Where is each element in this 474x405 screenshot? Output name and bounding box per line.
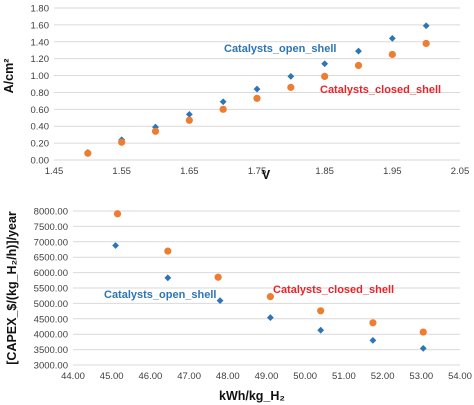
x-tick-label: 1.65 bbox=[180, 166, 199, 177]
open-shell-point bbox=[321, 60, 329, 68]
y-tick-label: 0.20 bbox=[31, 139, 50, 150]
closed-shell-point bbox=[185, 116, 193, 124]
x-tick-label: 44.00 bbox=[61, 371, 85, 382]
open-shell-point bbox=[422, 22, 430, 30]
y-tick-label: 7000.00 bbox=[34, 237, 68, 248]
x-tick-label: 48.00 bbox=[216, 371, 240, 382]
x-tick-label: 1.75 bbox=[248, 166, 267, 177]
y-tick-label: 0.80 bbox=[31, 88, 50, 99]
top-data-points bbox=[84, 22, 430, 157]
bottom-data-points bbox=[112, 210, 427, 352]
y-tick-label: 5500.00 bbox=[34, 284, 68, 295]
open-shell-point bbox=[388, 35, 396, 42]
closed-shell-point bbox=[118, 138, 126, 146]
bottom-y-axis-title: [CAPEX_$/(kg_H₂/h)]/year bbox=[5, 211, 19, 365]
y-tick-label: 6000.00 bbox=[34, 268, 68, 279]
closed-shell-point bbox=[422, 39, 430, 48]
open-shell-point bbox=[164, 274, 172, 282]
y-tick-label: 4500.00 bbox=[34, 314, 68, 325]
closed-shell-point bbox=[266, 293, 274, 301]
x-tick-label: 1.95 bbox=[383, 166, 402, 177]
y-tick-label: 8000.00 bbox=[34, 207, 68, 218]
closed-shell-point bbox=[321, 72, 329, 80]
open-shell-point bbox=[369, 336, 377, 344]
y-tick-label: 3000.00 bbox=[34, 361, 68, 372]
closed-shell-point bbox=[214, 273, 222, 281]
bottom-label-open-shell: Catalysts_open_shell bbox=[104, 289, 217, 301]
bottom-y-tick-labels: 3000.00 3500.00 4000.00 4500.00 5000.00 5500.… bbox=[34, 207, 68, 372]
open-shell-point bbox=[266, 314, 274, 321]
x-tick-label: 51.00 bbox=[332, 371, 356, 382]
x-tick-label: 45.00 bbox=[100, 371, 124, 382]
y-tick-label: 7500.00 bbox=[34, 222, 68, 233]
chart-capex-vs-energy: 3000.00 3500.00 4000.00 4500.00 5000.00 5500.… bbox=[5, 207, 472, 404]
x-tick-label: 53.00 bbox=[409, 371, 433, 382]
open-shell-point bbox=[112, 242, 119, 249]
open-shell-point bbox=[253, 85, 261, 93]
x-tick-label: 1.55 bbox=[112, 166, 131, 177]
y-tick-label: 0.00 bbox=[31, 156, 50, 167]
closed-shell-point bbox=[253, 94, 261, 102]
bottom-gridlines bbox=[73, 210, 460, 366]
y-tick-label: 1.40 bbox=[31, 37, 50, 48]
closed-shell-point bbox=[354, 61, 363, 70]
x-tick-label: 1.85 bbox=[315, 166, 334, 177]
x-tick-label: 1.45 bbox=[45, 166, 64, 177]
y-tick-label: 1.60 bbox=[31, 20, 50, 31]
closed-shell-point bbox=[151, 127, 160, 135]
closed-shell-point bbox=[388, 50, 396, 59]
open-shell-point bbox=[355, 47, 362, 55]
closed-shell-point bbox=[287, 83, 295, 91]
y-tick-label: 0.40 bbox=[31, 122, 50, 133]
chart-current-density-vs-voltage: 0.00 0.20 0.40 0.60 0.80 1.00 1.20 1.40 1.60 1.80… bbox=[2, 4, 469, 183]
closed-shell-point bbox=[113, 210, 122, 218]
open-shell-point bbox=[216, 297, 224, 305]
bottom-label-closed-shell: Catalysts_closed_shell bbox=[273, 284, 394, 296]
closed-shell-point bbox=[419, 328, 427, 336]
x-tick-label: 2.05 bbox=[451, 166, 470, 177]
top-x-tick-labels: 1.45 1.55 1.65 1.75 1.85 1.95 2.05 bbox=[45, 166, 470, 177]
y-tick-label: 0.60 bbox=[31, 105, 50, 116]
x-tick-label: 52.00 bbox=[371, 371, 395, 382]
open-shell-point bbox=[185, 111, 193, 118]
closed-shell-point bbox=[84, 149, 92, 157]
top-label-open-shell: Catalysts_open_shell bbox=[224, 43, 337, 55]
top-y-axis-title: A/cm² bbox=[2, 59, 16, 94]
y-tick-label: 1.80 bbox=[31, 4, 50, 15]
open-shell-point bbox=[419, 344, 427, 352]
open-shell-point bbox=[287, 73, 295, 80]
open-shell-point bbox=[317, 326, 325, 334]
top-label-closed-shell: Catalysts_closed_shell bbox=[320, 84, 441, 96]
y-tick-label: 1.20 bbox=[31, 54, 50, 65]
y-tick-label: 3500.00 bbox=[34, 345, 68, 356]
open-shell-point bbox=[219, 98, 227, 106]
y-tick-label: 4000.00 bbox=[34, 330, 68, 341]
closed-shell-point bbox=[164, 247, 172, 255]
y-tick-label: 6500.00 bbox=[34, 253, 68, 264]
bottom-x-axis-title: kWh/kg_H₂ bbox=[219, 389, 285, 403]
closed-shell-point bbox=[317, 307, 325, 315]
top-x-axis-title: V bbox=[262, 168, 271, 182]
top-y-tick-labels: 0.00 0.20 0.40 0.60 0.80 1.00 1.20 1.40 1.60 1.80 bbox=[31, 4, 50, 167]
x-tick-label: 47.00 bbox=[177, 371, 201, 382]
closed-shell-point bbox=[219, 105, 227, 113]
bottom-x-tick-labels: 44.00 45.00 46.00 47.00 48.00 49.00 50.00 51.00… bbox=[61, 371, 472, 382]
x-tick-label: 49.00 bbox=[255, 371, 279, 382]
x-tick-label: 54.00 bbox=[448, 371, 472, 382]
x-tick-label: 50.00 bbox=[293, 371, 317, 382]
closed-shell-point bbox=[369, 319, 377, 327]
y-tick-label: 1.00 bbox=[31, 71, 50, 82]
y-tick-label: 5000.00 bbox=[34, 299, 68, 310]
x-tick-label: 46.00 bbox=[139, 371, 163, 382]
